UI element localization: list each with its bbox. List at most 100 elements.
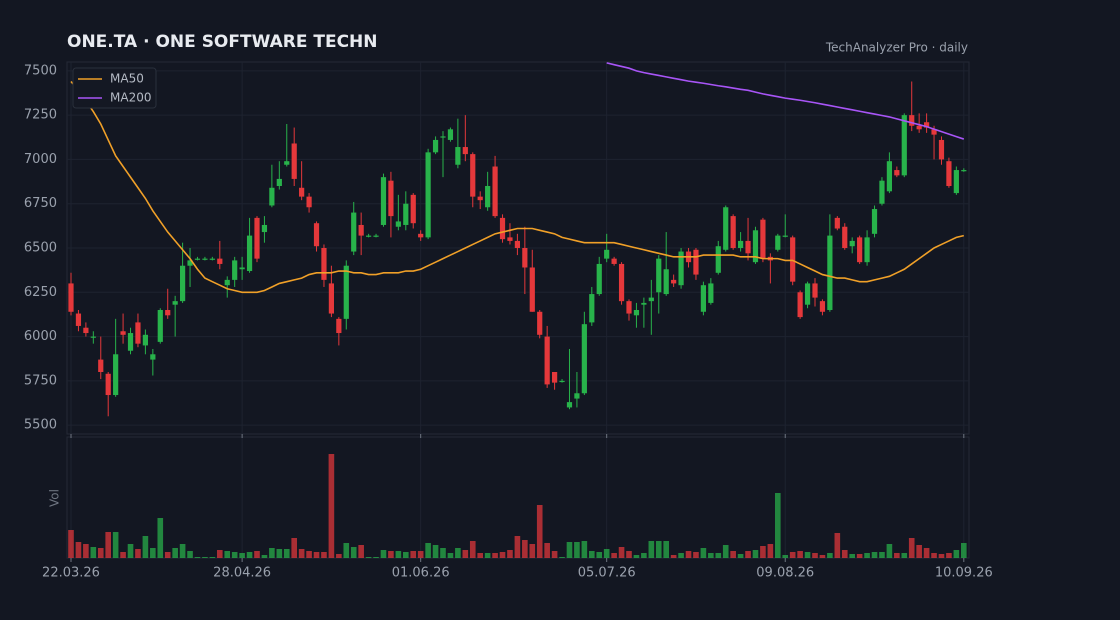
candle-body (738, 240, 744, 248)
volume-bar (209, 557, 216, 558)
volume-bar (313, 552, 320, 558)
candle-body (909, 115, 915, 126)
volume-bar (254, 551, 260, 558)
volume-bar (901, 553, 908, 558)
volume-bar (670, 555, 677, 558)
volume-bar (812, 553, 818, 558)
volume-bar (172, 548, 178, 558)
volume-bar (760, 546, 766, 558)
volume-bar (626, 551, 632, 558)
volume-bar (655, 541, 662, 558)
candle-body (626, 301, 632, 314)
volume-bar (603, 549, 610, 558)
y-tick-label: 6500 (24, 241, 57, 256)
volume-bar (752, 550, 759, 558)
volume-bar (343, 543, 350, 558)
volume-bar (157, 518, 164, 558)
candle-body (522, 248, 528, 268)
candle-body (648, 297, 654, 302)
volume-bar (514, 536, 521, 558)
volume-bar (105, 532, 111, 558)
candle-body (790, 237, 796, 282)
y-tick-label: 5500 (24, 418, 57, 433)
volume-bar (722, 545, 729, 558)
candle-body (276, 178, 282, 186)
candle-body (559, 380, 565, 383)
candle-body (410, 194, 416, 224)
volume-bar (469, 541, 476, 558)
candle-body (395, 221, 401, 227)
candle-body (127, 333, 134, 351)
candle-body (499, 217, 506, 240)
candle-body (663, 269, 669, 295)
candle-body (351, 212, 357, 252)
candle-body (775, 235, 781, 250)
candle-body (246, 235, 253, 272)
candle-body (618, 263, 625, 302)
volume-bar (68, 530, 74, 558)
candle-body (284, 161, 290, 165)
volume-bar (856, 554, 863, 558)
volume-bar (291, 538, 297, 558)
candle-body (611, 258, 617, 264)
candle-body (514, 240, 520, 248)
candle-body (165, 310, 171, 316)
candle-body (708, 283, 714, 303)
candle-body (953, 170, 959, 194)
volume-bar (819, 555, 826, 558)
y-tick-label: 5750 (24, 373, 57, 388)
candle-body (723, 207, 729, 250)
volume-bar (789, 552, 796, 558)
volume-axis-label: Vol (48, 489, 62, 507)
candle-body (566, 402, 573, 408)
candle-body (90, 336, 96, 338)
volume-bar (775, 493, 781, 558)
volume-bar (276, 549, 283, 558)
candle-body (299, 187, 305, 197)
candle-body (849, 240, 855, 247)
volume-bar (871, 552, 878, 558)
volume-bar (365, 557, 372, 558)
candle-body (604, 249, 610, 259)
candle-body (871, 209, 878, 234)
volume-bar (350, 547, 357, 558)
volume-bar (693, 552, 699, 558)
volume-bar (75, 542, 82, 558)
volume-bar (425, 543, 431, 558)
volume-bar (894, 553, 900, 558)
candle-body (477, 196, 483, 201)
volume-bar (455, 548, 461, 558)
volume-bar (559, 557, 565, 558)
candle-body (812, 283, 818, 298)
volume-bar (566, 542, 573, 558)
candles (68, 81, 967, 417)
volume-bar (217, 550, 223, 558)
candle-body (924, 122, 930, 128)
candle-body (343, 265, 349, 319)
volume-bar (321, 552, 327, 558)
candle-body (946, 161, 952, 186)
moving-averages (70, 62, 965, 294)
volume-bar (97, 548, 104, 558)
candle-body (529, 267, 535, 312)
candle-body (537, 311, 543, 335)
candle-body (693, 249, 699, 275)
candle-body (961, 170, 967, 172)
y-tick-label: 7250 (24, 108, 57, 123)
volume-bar (358, 545, 364, 558)
candle-body (232, 260, 238, 280)
volume-bar (90, 547, 97, 558)
volume-bar (529, 544, 536, 558)
volume-bar (380, 550, 387, 558)
volume-bar (373, 557, 379, 558)
x-tick-label: 05.07.26 (578, 566, 636, 581)
volume-bar (544, 543, 550, 558)
volume-bar (224, 551, 231, 558)
volume-bar (477, 553, 483, 558)
volume-bar (961, 543, 967, 558)
volume-bar (923, 548, 930, 558)
candle-body (83, 327, 89, 334)
volume-bar (797, 551, 803, 558)
candle-body (864, 237, 870, 263)
